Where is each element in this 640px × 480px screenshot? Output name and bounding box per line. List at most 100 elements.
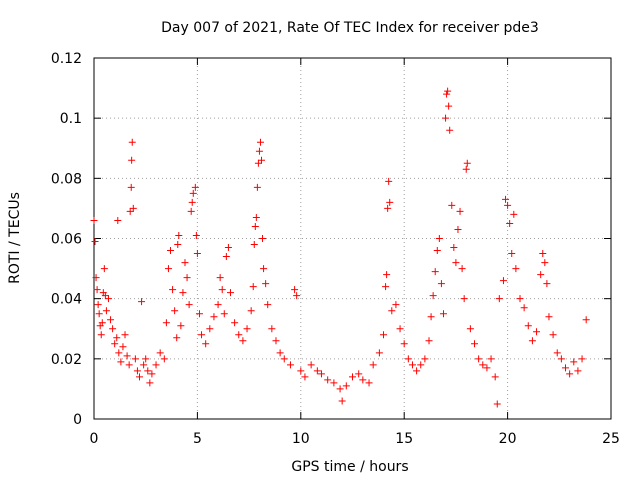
data-point: [128, 156, 136, 164]
data-point: [392, 301, 400, 309]
data-point: [317, 370, 325, 378]
data-point: [495, 295, 503, 303]
data-point: [528, 337, 536, 345]
data-point: [100, 265, 108, 273]
data-point: [191, 183, 199, 191]
data-point: [452, 259, 460, 267]
data-point: [220, 310, 228, 318]
data-point: [167, 247, 175, 255]
data-point: [250, 241, 258, 249]
data-point: [218, 286, 226, 294]
data-point: [126, 207, 134, 215]
plot-frame: [93, 57, 612, 420]
data-point: [582, 316, 590, 324]
data-point: [243, 325, 251, 333]
data-point: [578, 355, 586, 363]
data-point: [164, 265, 172, 273]
data-point: [421, 355, 429, 363]
data-point: [545, 313, 553, 321]
data-point: [463, 159, 471, 167]
x-axis-label: GPS time / hours: [291, 459, 408, 475]
x-tick-label: 15: [395, 431, 413, 447]
data-point: [437, 280, 445, 288]
data-point: [254, 159, 262, 167]
data-point: [417, 361, 425, 369]
data-point: [216, 274, 224, 282]
data-point: [90, 216, 98, 224]
data-point: [268, 325, 276, 333]
data-point: [429, 292, 437, 300]
data-point: [260, 265, 268, 273]
data-point: [146, 379, 154, 387]
data-point: [249, 283, 257, 291]
data-point: [338, 397, 346, 405]
data-point: [307, 361, 315, 369]
data-point: [115, 349, 123, 357]
data-point: [97, 331, 105, 339]
data-point: [385, 177, 393, 185]
data-point: [458, 265, 466, 273]
data-point: [313, 367, 321, 375]
data-point: [162, 319, 170, 327]
data-point: [117, 358, 125, 366]
data-point: [462, 165, 470, 173]
y-tick-label: 0.12: [51, 51, 82, 67]
data-point: [369, 361, 377, 369]
data-point: [400, 340, 408, 348]
chart-title: Day 007 of 2021, Rate Of TEC Index for r…: [161, 20, 539, 36]
data-point: [114, 216, 122, 224]
data-point: [183, 274, 191, 282]
data-point: [336, 385, 344, 393]
data-points: [90, 87, 590, 408]
data-point: [224, 244, 232, 252]
data-point: [202, 340, 210, 348]
data-point: [445, 102, 453, 110]
data-point: [425, 337, 433, 345]
data-point: [256, 138, 264, 146]
data-point: [506, 219, 514, 227]
data-point: [456, 207, 464, 215]
data-point: [142, 355, 150, 363]
data-point: [102, 307, 110, 315]
x-tick-label: 20: [499, 431, 517, 447]
data-point: [239, 337, 247, 345]
data-point: [192, 231, 200, 239]
data-point: [450, 244, 458, 252]
data-point: [431, 268, 439, 276]
data-point: [359, 376, 367, 384]
grid-lines: [94, 58, 611, 419]
data-point: [533, 328, 541, 336]
y-axis-label: ROTI / TECUs: [7, 192, 23, 284]
data-point: [135, 373, 143, 381]
data-point: [396, 325, 404, 333]
data-point: [280, 355, 288, 363]
data-point: [510, 210, 518, 218]
data-point: [330, 379, 338, 387]
y-tick-label: 0.1: [60, 111, 82, 127]
data-point: [512, 265, 520, 273]
data-point: [94, 301, 102, 309]
data-point: [446, 126, 454, 134]
data-point: [427, 313, 435, 321]
data-point: [160, 355, 168, 363]
data-point: [365, 379, 373, 387]
data-point: [342, 382, 350, 390]
y-tick-label: 0: [73, 412, 82, 428]
data-point: [214, 301, 222, 309]
data-point: [293, 292, 301, 300]
data-point: [562, 364, 570, 372]
data-point: [171, 307, 179, 315]
data-point: [198, 331, 206, 339]
data-point: [524, 322, 532, 330]
data-point: [125, 361, 133, 369]
data-point: [520, 304, 528, 312]
data-point: [189, 189, 197, 197]
data-point: [549, 331, 557, 339]
data-point: [413, 367, 421, 375]
data-point: [483, 364, 491, 372]
data-point: [324, 376, 332, 384]
data-point: [175, 231, 183, 239]
data-point: [443, 90, 451, 98]
data-point: [570, 358, 578, 366]
